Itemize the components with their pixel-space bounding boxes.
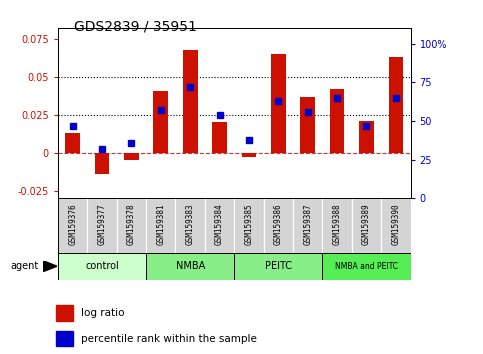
Text: GSM159381: GSM159381 xyxy=(156,204,165,245)
Bar xyxy=(381,198,411,253)
Bar xyxy=(58,198,87,253)
Text: GSM159388: GSM159388 xyxy=(333,204,341,245)
Text: GSM159378: GSM159378 xyxy=(127,204,136,245)
Bar xyxy=(146,253,234,280)
Text: GSM159387: GSM159387 xyxy=(303,204,312,245)
Bar xyxy=(154,91,168,153)
Bar xyxy=(323,253,411,280)
Text: GSM159386: GSM159386 xyxy=(274,204,283,245)
Bar xyxy=(323,198,352,253)
Bar xyxy=(242,153,256,157)
Bar xyxy=(56,305,72,321)
Text: GSM159377: GSM159377 xyxy=(98,204,107,245)
Text: PEITC: PEITC xyxy=(265,261,292,272)
Text: agent: agent xyxy=(11,261,39,271)
Bar xyxy=(264,198,293,253)
Bar xyxy=(58,253,146,280)
Bar xyxy=(117,198,146,253)
Bar xyxy=(271,54,285,153)
Bar xyxy=(146,198,175,253)
Bar xyxy=(359,121,374,153)
Text: GDS2839 / 35951: GDS2839 / 35951 xyxy=(74,19,197,34)
Text: log ratio: log ratio xyxy=(81,308,125,318)
Text: NMBA and PEITC: NMBA and PEITC xyxy=(335,262,398,271)
Bar xyxy=(65,133,80,153)
Bar xyxy=(234,253,323,280)
Bar xyxy=(175,198,205,253)
Polygon shape xyxy=(43,261,57,272)
Text: GSM159383: GSM159383 xyxy=(185,204,195,245)
Bar xyxy=(388,57,403,153)
Bar xyxy=(330,89,344,153)
Bar xyxy=(234,198,264,253)
Text: NMBA: NMBA xyxy=(175,261,205,272)
Bar xyxy=(183,50,198,153)
Bar xyxy=(95,153,109,174)
Text: GSM159390: GSM159390 xyxy=(391,204,400,245)
Text: control: control xyxy=(85,261,119,272)
Bar xyxy=(212,122,227,153)
Text: GSM159376: GSM159376 xyxy=(68,204,77,245)
Text: GSM159384: GSM159384 xyxy=(215,204,224,245)
Bar xyxy=(300,97,315,153)
Bar xyxy=(56,331,72,347)
Bar xyxy=(124,153,139,160)
Bar xyxy=(293,198,323,253)
Bar xyxy=(87,198,117,253)
Text: GSM159389: GSM159389 xyxy=(362,204,371,245)
Text: percentile rank within the sample: percentile rank within the sample xyxy=(81,333,257,344)
Bar xyxy=(205,198,234,253)
Text: GSM159385: GSM159385 xyxy=(244,204,254,245)
Bar xyxy=(352,198,381,253)
